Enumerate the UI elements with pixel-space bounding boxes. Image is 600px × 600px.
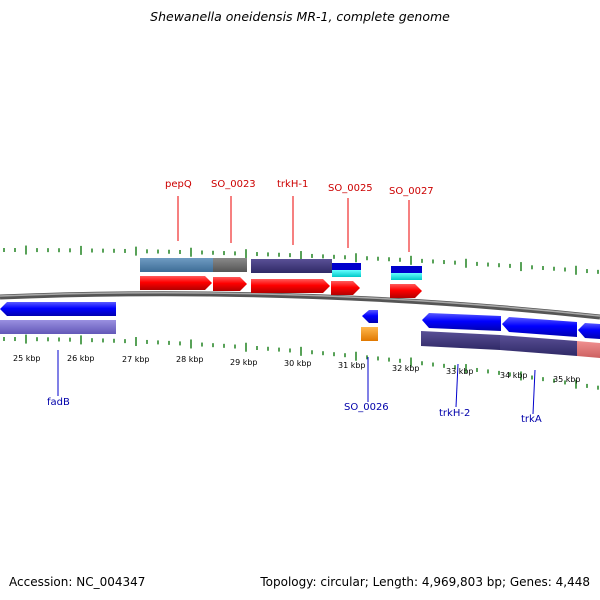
gene-label-pepQ[interactable]: pepQ bbox=[165, 179, 192, 190]
kbp-label-25: 25 kbp bbox=[13, 354, 41, 363]
kbp-label-35: 35 kbp bbox=[553, 375, 581, 384]
gene-label-trkH-1[interactable]: trkH-1 bbox=[277, 179, 309, 190]
gene-arrow-SO_0026[interactable] bbox=[362, 310, 378, 323]
gene-arrow-trkA[interactable] bbox=[502, 317, 577, 337]
gene-label-trkA[interactable]: trkA bbox=[521, 414, 542, 425]
cog-bar-trkA bbox=[500, 335, 577, 356]
gene-arrow-SO_0027[interactable] bbox=[390, 284, 422, 298]
kbp-label-34: 34 kbp bbox=[500, 371, 528, 380]
genome-backbone bbox=[0, 291, 600, 320]
cog-bar-SO_0027-bottom bbox=[391, 273, 422, 280]
gene-arrow-SO_0023[interactable] bbox=[213, 277, 247, 291]
inner-tick-row bbox=[3, 334, 599, 390]
cog-bar-SO_0023 bbox=[213, 258, 247, 272]
kbp-label-32: 32 kbp bbox=[392, 364, 420, 373]
kbp-label-29: 29 kbp bbox=[230, 358, 258, 367]
cog-bar-trkH-1 bbox=[251, 259, 332, 273]
cog-bar-fadB bbox=[0, 320, 116, 334]
gene-label-SO_0025[interactable]: SO_0025 bbox=[328, 183, 373, 194]
gene-label-SO_0026[interactable]: SO_0026 bbox=[344, 402, 389, 413]
kbp-label-31: 31 kbp bbox=[338, 361, 366, 370]
cog-bar-SO_0025-top bbox=[332, 263, 361, 270]
kbp-label-27: 27 kbp bbox=[122, 355, 150, 364]
gene-arrow-trkH-1[interactable] bbox=[251, 279, 330, 293]
leader-trkA bbox=[532, 369, 536, 415]
gene-label-fadB[interactable]: fadB bbox=[47, 397, 70, 408]
kbp-label-33: 33 kbp bbox=[446, 367, 474, 376]
gene-arrow-trkH-2[interactable] bbox=[422, 313, 501, 331]
cog-bar-next bbox=[577, 341, 600, 358]
cog-bar-SO_0025-bottom bbox=[332, 270, 361, 277]
gene-label-trkH-2[interactable]: trkH-2 bbox=[439, 408, 471, 419]
leader-trkH-2 bbox=[455, 363, 459, 408]
map-title: Shewanella oneidensis MR-1, complete gen… bbox=[150, 9, 450, 24]
cog-bar-pepQ bbox=[140, 258, 213, 272]
kbp-label-28: 28 kbp bbox=[176, 355, 204, 364]
outer-tick-row bbox=[3, 245, 599, 275]
gene-arrow-SO_0025[interactable] bbox=[331, 281, 360, 295]
accession-text: Accession: NC_004347 bbox=[9, 575, 146, 589]
cog-bar-SO_0026 bbox=[361, 327, 378, 341]
kbp-label-26: 26 kbp bbox=[67, 354, 95, 363]
topology-text: Topology: circular; Length: 4,969,803 bp… bbox=[260, 575, 590, 589]
gene-arrow-pepQ[interactable] bbox=[140, 276, 212, 290]
gene-label-SO_0027[interactable]: SO_0027 bbox=[389, 186, 434, 197]
kbp-label-30: 30 kbp bbox=[284, 359, 312, 368]
genome-backbone-highlight bbox=[0, 291, 600, 317]
gene-arrow-fadB[interactable] bbox=[0, 302, 116, 316]
cog-bar-trkH-2 bbox=[421, 331, 500, 350]
gene-label-SO_0023[interactable]: SO_0023 bbox=[211, 179, 256, 190]
gene-arrow-next[interactable] bbox=[578, 323, 600, 339]
cog-bar-SO_0027-top bbox=[391, 266, 422, 273]
